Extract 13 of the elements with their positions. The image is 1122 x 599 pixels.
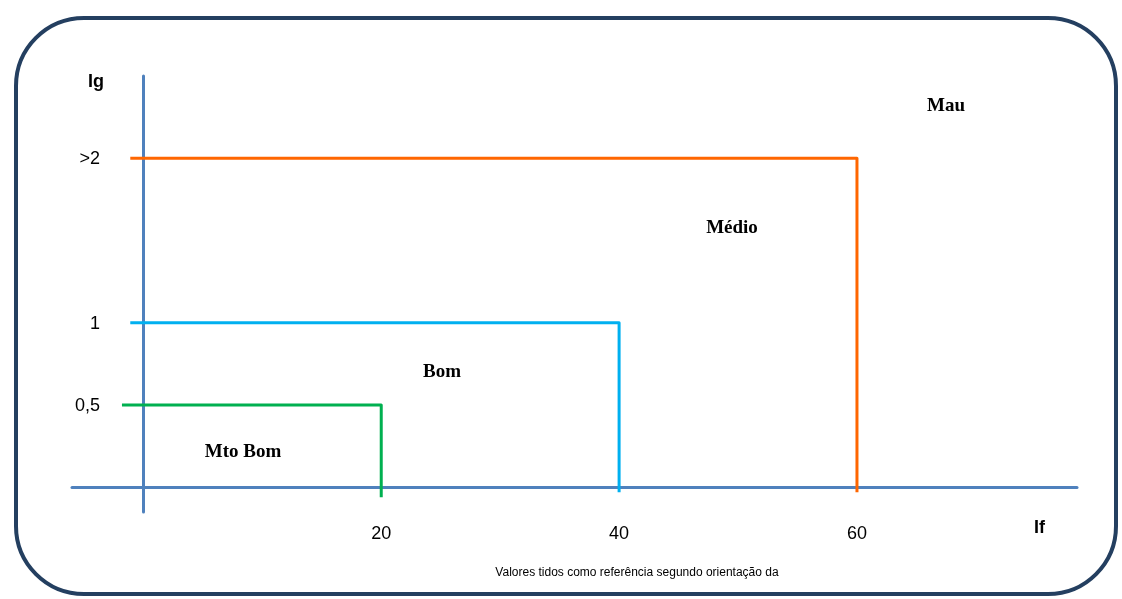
- y-tick-label: 1: [89, 312, 100, 333]
- y-axis-title: Ig: [88, 71, 104, 91]
- annotation: Mto Bom: [204, 439, 282, 461]
- x-tick-label: 40: [609, 523, 630, 543]
- annotation: Médio: [706, 215, 758, 237]
- annotation: Bom: [423, 359, 462, 381]
- x-tick-label: 60: [846, 523, 867, 543]
- annotation: Mau: [927, 93, 966, 115]
- y-tick-label: 0,5: [74, 395, 100, 416]
- x-tick-label: 20: [371, 523, 392, 543]
- y-tick-label: >2: [79, 148, 100, 169]
- text: Valores tidos como referência segundo orientação da: [495, 565, 779, 579]
- x-axis-title: If: [1034, 517, 1046, 537]
